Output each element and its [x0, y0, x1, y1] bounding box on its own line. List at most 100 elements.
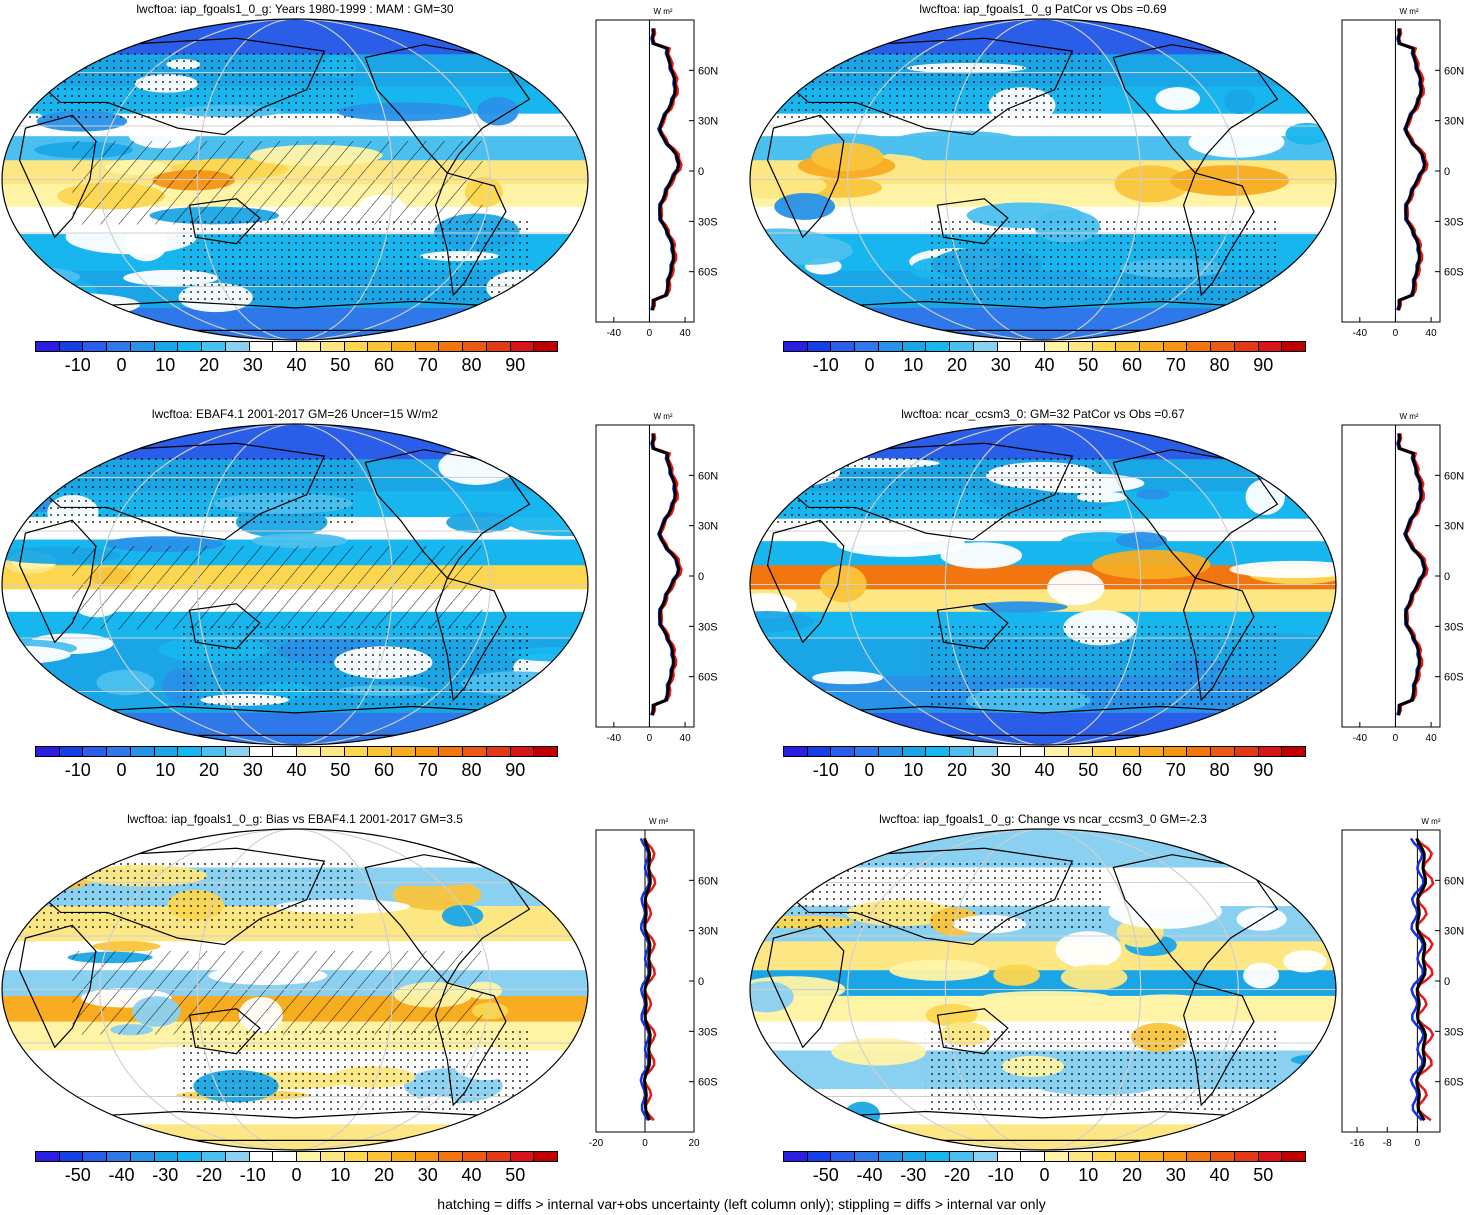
colorbar-swatch: [36, 342, 60, 351]
colorbar-tick-label: 70: [1165, 760, 1186, 780]
lat-tick-label: 60S: [1444, 672, 1464, 684]
colorbar-swatch: [368, 1152, 393, 1161]
colorbar-tick-label: 30: [417, 1165, 438, 1185]
colorbar-swatch: [878, 1152, 903, 1161]
lat-tick-label: 30S: [1444, 1026, 1464, 1038]
zonal-mean-plot: W m² 60N 30N 0 30S 60S -40 0 40: [595, 412, 718, 744]
colorbar-tick-label: 40: [1034, 355, 1055, 375]
colorbar-swatch: [534, 342, 558, 351]
lat-tick-label: 30N: [1444, 521, 1464, 533]
colorbar-swatch: [1211, 342, 1235, 351]
colorbar-swatch: [59, 1152, 84, 1161]
colorbar-tick-label: 50: [1078, 760, 1099, 780]
colorbar-swatch: [344, 342, 369, 351]
lat-tick-label: 30S: [698, 621, 718, 633]
colorbar-swatch: [130, 747, 155, 756]
colorbar-tick-label: 0: [291, 1165, 302, 1185]
colorbar-labels: -50 -40 -30 -20 -10 0 10 20 30 40 50: [35, 1165, 558, 1187]
colorbar-tick-label: 40: [286, 355, 307, 375]
colorbar-swatch: [154, 1152, 179, 1161]
colorbar-swatch: [439, 747, 464, 756]
colorbar-swatch: [831, 342, 856, 351]
colorbar-swatch: [486, 747, 511, 756]
colorbar-labels: -10 0 10 20 30 40 50 60 70 80 90: [35, 760, 558, 782]
colorbar-swatch: [1258, 1152, 1283, 1161]
colorbar-swatch: [130, 1152, 155, 1161]
colorbar-tick-label: -10: [812, 760, 839, 780]
colorbar: [35, 1151, 558, 1162]
colorbar-swatch: [1021, 342, 1046, 351]
colorbar-swatch: [59, 342, 84, 351]
colorbar-swatch: [784, 342, 808, 351]
colorbar-tick-label: 0: [864, 355, 875, 375]
colorbar-swatch: [1282, 1152, 1306, 1161]
colorbar-swatch: [902, 1152, 927, 1161]
colorbar-swatch: [463, 342, 487, 351]
x-tick-label: 0: [642, 1138, 648, 1149]
lat-tick-label: 60S: [698, 267, 718, 279]
colorbar-swatch: [83, 747, 108, 756]
colorbar-swatch: [249, 747, 274, 756]
colorbar-tick-label: -10: [812, 355, 839, 375]
colorbar-swatch: [202, 747, 226, 756]
colorbar-tick-label: 60: [1121, 760, 1142, 780]
panel-title: lwcftoa: iap_fgoals1_0_g: Bias vs EBAF4.…: [127, 812, 463, 826]
colorbar-swatch: [178, 342, 203, 351]
colorbar-tick-label: 90: [505, 355, 526, 375]
colorbar-tick-label: 0: [1039, 1165, 1050, 1185]
colorbar-swatch: [973, 747, 998, 756]
colorbar-swatch: [249, 342, 274, 351]
colorbar-swatch: [178, 1152, 203, 1161]
colorbar-swatch: [415, 1152, 440, 1161]
colorbar-tick-label: 10: [330, 1165, 351, 1185]
colorbar-swatch: [344, 1152, 369, 1161]
colorbar: [783, 746, 1306, 757]
colorbar-tick-label: -10: [64, 355, 91, 375]
x-tick-label: 0: [1393, 328, 1399, 339]
colorbar-swatch: [510, 1152, 535, 1161]
x-tick-label: 40: [680, 328, 692, 339]
colorbar-swatch: [107, 342, 131, 351]
zonal-mean-plot: W m² 60N 30N 0 30S 60S -16 -8 0: [1341, 817, 1464, 1149]
colorbar-tick-label: 10: [1078, 1165, 1099, 1185]
lat-tick-label: 30S: [698, 216, 718, 228]
colorbar-swatch: [1163, 1152, 1188, 1161]
colorbar-swatch: [36, 747, 60, 756]
colorbar-tick-label: 0: [116, 355, 127, 375]
colorbar-swatch: [950, 342, 974, 351]
lat-tick-label: 0: [698, 571, 704, 583]
lat-tick-label: 0: [698, 166, 704, 178]
colorbar-swatch: [1258, 342, 1283, 351]
x-tick-label: -16: [1350, 1138, 1365, 1149]
colorbar-swatch: [997, 342, 1022, 351]
colorbar-swatch: [510, 342, 535, 351]
lat-tick-label: 60N: [1444, 875, 1464, 887]
colorbar-swatch: [107, 747, 131, 756]
colorbar-swatch: [1163, 747, 1188, 756]
colorbar-swatch: [807, 342, 832, 351]
colorbar-swatch: [855, 1152, 879, 1161]
lat-tick-label: 0: [698, 976, 704, 988]
colorbar-tick-label: 10: [155, 760, 176, 780]
colorbar: [35, 341, 558, 352]
colorbar-swatch: [1092, 747, 1117, 756]
footer-caption: hatching = diffs > internal var+obs unce…: [437, 1196, 1046, 1212]
colorbar-swatch: [59, 747, 84, 756]
colorbar-swatch: [1140, 747, 1164, 756]
colorbar-labels: -10 0 10 20 30 40 50 60 70 80 90: [783, 760, 1306, 782]
obs-profile-line: [1409, 837, 1425, 1122]
colorbar-swatch: [344, 747, 369, 756]
lat-tick-label: 30S: [698, 1026, 718, 1038]
x-tick-label: -8: [1383, 1138, 1392, 1149]
colorbar-tick-label: -10: [239, 1165, 266, 1185]
colorbar-swatch: [202, 1152, 226, 1161]
colorbar-swatch: [855, 747, 879, 756]
colorbar-swatch: [1234, 342, 1259, 351]
lat-tick-label: 0: [1444, 976, 1450, 988]
colorbar-swatch: [902, 342, 927, 351]
colorbar-tick-label: -50: [812, 1165, 839, 1185]
lat-tick-label: 60N: [698, 875, 718, 887]
x-tick-label: 40: [1426, 328, 1438, 339]
colorbar-swatch: [1211, 1152, 1235, 1161]
zonal-mean-plot: W m² 60N 30N 0 30S 60S -40 0 40: [595, 7, 718, 339]
